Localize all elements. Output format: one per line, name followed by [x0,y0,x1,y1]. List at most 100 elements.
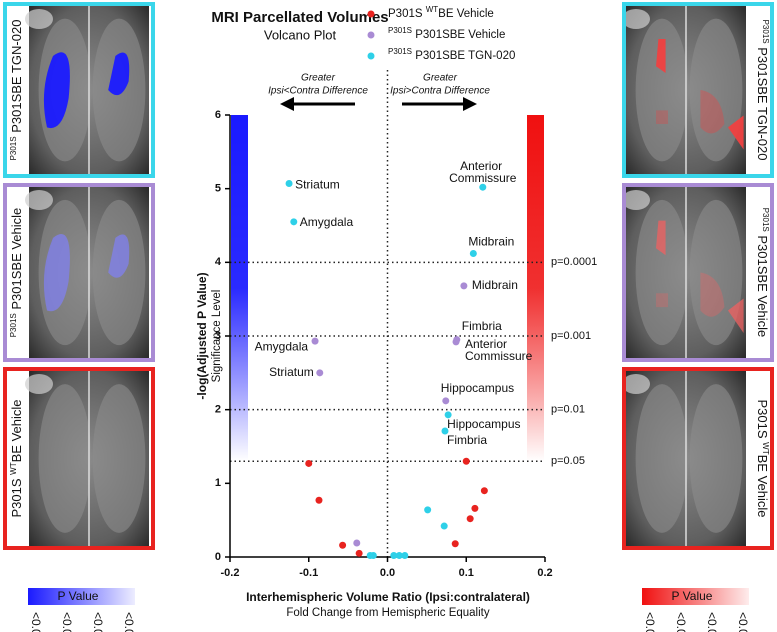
threshold-label: p=0.05 [551,455,585,467]
point [305,459,313,467]
mri-tissue [689,199,743,346]
legend-label: P301S WTBE Vehicle [388,5,494,20]
legend-marker [367,31,375,39]
colorbar-tick-label: <0.05 [122,612,136,632]
point [444,411,452,419]
mri-skull [25,190,53,210]
colorbar-tick-label: <0.0001 [29,612,43,632]
colorbar-title: P Value [58,589,99,603]
panel-border [622,367,774,550]
annotation: Greater [301,73,336,84]
overlay-region [656,110,668,124]
panel-label: P301S WTBE Vehicle [9,400,25,518]
colorbar-tick-label: <0.0001 [643,612,657,632]
panel-border [3,2,155,178]
panel-border [3,183,155,362]
x-tick-label: 0.0 [380,567,395,579]
overlay-region [656,39,666,73]
point [401,552,409,560]
mri-skull [622,374,650,394]
legend-label: P301S P301SBE TGN-020 [388,47,515,62]
point [466,515,474,523]
y-axis-label: -log(Adjusted P Value) [195,272,209,399]
point [451,540,459,548]
y-tick-label: 1 [215,477,221,489]
overlay-region [108,52,130,96]
gradient-bar [527,115,544,462]
overlay-region [700,90,725,134]
overlay-region [656,293,668,308]
mri-panel: P301S P301SBE Vehicle [3,183,155,362]
mri-tissue [635,18,689,162]
point [480,487,488,495]
x-tick-label: -0.2 [221,567,240,579]
point-label: Amygdala [255,339,309,353]
legend-marker [367,10,375,18]
y-tick-label: 4 [215,256,222,268]
point [316,369,324,377]
mri-tissue [92,384,146,533]
point [441,427,449,435]
mri-skull [25,9,53,29]
x-axis-label: Interhemispheric Volume Ratio (Ipsi:cont… [246,590,530,604]
overlay-region [728,115,744,150]
colorbar [642,588,749,605]
mri-tissue [635,384,689,533]
colorbar-tick-label: <0.001 [60,612,74,632]
mri-panel: P301S P301SBE Vehicle [622,183,774,362]
mri-panel: P301S WTBE Vehicle [622,367,774,550]
point [462,457,470,465]
panel-border [622,183,774,362]
mri-skull [622,190,650,210]
colorbar-tick-label: <0.01 [91,612,105,632]
point-label: Anterior Commissure [465,337,533,363]
point-label: Anterior Commissure [449,159,517,185]
y-tick-label: 5 [215,183,221,195]
mri-tissue [689,18,743,162]
point [339,541,347,549]
panel-border [3,367,155,550]
point [369,552,377,560]
x-axis-sublabel: Fold Change from Hemispheric Equality [286,607,490,619]
point [315,496,323,504]
legend-label: P301S P301SBE Vehicle [388,26,505,41]
mri-tissue [635,199,689,346]
threshold-label: p=0.01 [551,404,585,416]
colorbar-title: P Value [672,589,713,603]
point [424,506,432,514]
point [355,549,363,557]
point [471,504,479,512]
point [452,338,460,346]
point-label: Amygdala [300,215,354,229]
y-tick-label: 6 [215,109,221,121]
arrow-head [280,97,294,111]
annotation: Ipsi>Contra Difference [390,86,490,97]
point-label: Midbrain [472,278,518,292]
mri-panel: P301S WTBE Vehicle [3,367,155,550]
overlay-region [43,52,70,129]
point [390,552,398,560]
x-tick-label: 0.1 [459,567,474,579]
threshold-label: p=0.0001 [551,256,597,268]
panel-label: P301S P301SBE TGN-020 [9,20,25,161]
overlay-region [656,220,666,256]
overlay-region [700,272,725,317]
panel-border [622,2,774,178]
mri-panel: P301S P301SBE TGN-020 [3,2,155,178]
point [311,337,319,345]
mri-skull [622,9,650,29]
colorbar-tick-label: <0.05 [736,612,750,632]
annotation: Ipsi<Contra Difference [268,86,368,97]
colorbar [28,588,135,605]
panel-label: P301S P301SBE TGN-020 [755,20,771,161]
point [285,180,293,188]
annotation: Greater [423,73,458,84]
point [460,282,468,290]
point-label: Midbrain [468,235,514,249]
chart-subtitle: Volcano Plot [264,27,337,42]
point-label: Striatum [269,365,314,379]
point [395,552,403,560]
overlay-region [108,234,130,278]
x-tick-label: -0.1 [299,567,318,579]
